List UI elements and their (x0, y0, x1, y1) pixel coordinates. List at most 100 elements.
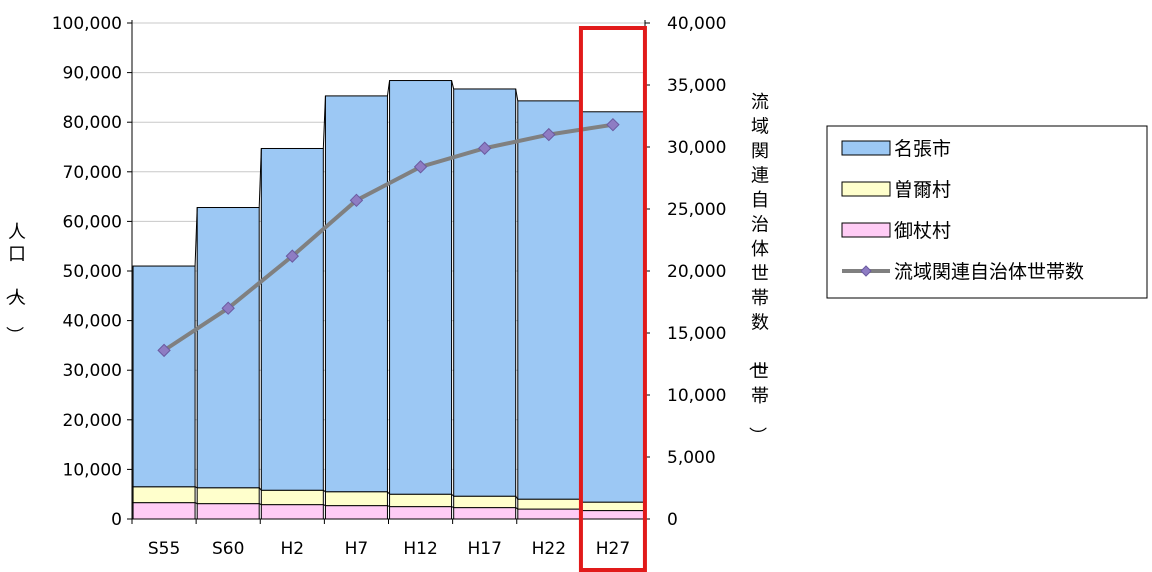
y-tick-label: 60,000 (63, 212, 122, 232)
series-connector (515, 507, 519, 510)
legend-label-3: 流域関連自治体世帯数 (894, 261, 1084, 283)
y-tick-label: 50,000 (63, 262, 122, 282)
household-point-H12 (413, 160, 428, 174)
bar-曽爾村-H12 (389, 493, 453, 508)
bar-曽爾村-H7 (324, 491, 388, 507)
series-connector (258, 487, 262, 491)
bar-曽爾村-H2 (260, 489, 324, 506)
bar-曽爾村-H27 (581, 501, 645, 512)
x-tick-label: H12 (403, 539, 437, 559)
series-connector (194, 207, 198, 267)
series-connector (322, 95, 326, 149)
bar-名張市-S60 (196, 207, 260, 489)
series-connector (515, 88, 519, 101)
y2-tick-label: 30,000 (667, 138, 726, 158)
bar-名張市-H27 (581, 111, 645, 503)
x-tick-label: H27 (596, 539, 630, 559)
y-axis-ticks: 0 10,000 20,000 30,000 40,000 50,000 60,000 70,… (52, 14, 132, 530)
y2-axis-title: 流域関連自治体世帯数（世帯） (746, 92, 769, 445)
bar-名張市-H17 (453, 88, 517, 497)
y-tick-label: 70,000 (63, 163, 122, 183)
household-point-H7 (349, 193, 364, 208)
y2-tick-label: 40,000 (667, 14, 726, 34)
household-line (157, 117, 620, 358)
y2-tick-label: 15,000 (667, 324, 726, 344)
bar-御杖村-H22 (517, 508, 581, 520)
series-connector (323, 504, 326, 507)
y-tick-label: 30,000 (63, 361, 122, 381)
series-connector (258, 148, 262, 208)
bar-曽爾村-S55 (132, 486, 196, 504)
household-point-S55 (157, 343, 171, 358)
y-tick-label: 100,000 (52, 14, 122, 34)
bar-曽爾村-H22 (517, 498, 581, 510)
y2-axis-title-text: 流域関連自治体世帯数（世帯） (746, 92, 769, 445)
y2-tick-label: 20,000 (667, 262, 726, 282)
bars (132, 80, 645, 520)
series-connector (258, 503, 262, 506)
household-point-H17 (477, 141, 492, 155)
household-point-H27 (606, 117, 620, 132)
y-tick-label: 80,000 (63, 113, 122, 133)
legend-swatch-1 (841, 181, 891, 197)
legend-swatch-0 (841, 140, 891, 156)
bar-御杖村-H2 (260, 504, 324, 520)
bar-曽爾村-H17 (453, 495, 517, 509)
series-connector (451, 506, 454, 509)
y2-tick-label: 5,000 (667, 448, 716, 468)
x-tick-label: H7 (345, 539, 369, 559)
legend-label-1: 曽爾村 (894, 179, 951, 201)
x-tick-label: H22 (532, 539, 566, 559)
series-connector (323, 489, 326, 493)
series-connector (194, 486, 198, 489)
x-tick-label: S55 (148, 539, 180, 559)
bar-御杖村-S60 (196, 503, 260, 520)
highlight-box (578, 26, 647, 572)
y2-tick-label: 0 (667, 510, 678, 530)
y2-tick-label: 35,000 (667, 76, 726, 96)
x-tick-label: H2 (281, 539, 305, 559)
legend-line-marker (860, 265, 872, 277)
bar-御杖村-H17 (453, 507, 517, 520)
household-point-H22 (542, 127, 556, 142)
x-tick-label: S60 (212, 539, 244, 559)
household-point-H2 (285, 249, 300, 263)
series-connector (386, 80, 391, 96)
series-connector (451, 493, 455, 497)
legend-label-2: 御杖村 (894, 220, 951, 242)
legend-swatch-2 (841, 222, 891, 238)
bar-名張市-H22 (517, 100, 581, 500)
bar-御杖村-H27 (581, 510, 645, 520)
household-series-line (162, 122, 614, 353)
bar-御杖村-S55 (132, 502, 196, 520)
y-tick-label: 40,000 (63, 312, 122, 332)
y-axis-title-text: 人口（人） (3, 222, 26, 344)
bar-名張市-H2 (260, 147, 324, 491)
y2-tick-label: 25,000 (667, 200, 726, 220)
series-connector (451, 80, 455, 90)
y2-tick-label: 10,000 (667, 386, 726, 406)
series-connector (387, 505, 390, 508)
bar-御杖村-H12 (389, 506, 453, 520)
bar-名張市-H7 (324, 95, 388, 493)
bar-名張市-H12 (389, 80, 453, 495)
y-axis-title: 人口（人） (3, 222, 26, 344)
y-tick-label: 20,000 (63, 411, 122, 431)
bar-曽爾村-S60 (196, 487, 260, 505)
highlight-rect-H27 (578, 26, 647, 572)
series-connector (387, 491, 390, 495)
legend-label-0: 名張市 (894, 138, 951, 160)
household-point-S60 (221, 301, 235, 315)
bar-御杖村-H7 (324, 505, 388, 520)
bar-名張市-S55 (132, 265, 196, 488)
y-tick-label: 0 (111, 510, 122, 530)
series-connector (194, 502, 198, 505)
y-tick-label: 90,000 (63, 64, 122, 84)
y2-axis-ticks: 0 5,000 10,000 15,000 20,000 25,000 30,000 35,0… (645, 14, 726, 530)
x-axis-ticks: S55 S60 H2 H7 H12 H17 H22 H27 (131, 519, 646, 559)
x-tick-label: H17 (467, 539, 501, 559)
series-connector (515, 495, 519, 500)
y-tick-label: 10,000 (63, 460, 122, 480)
